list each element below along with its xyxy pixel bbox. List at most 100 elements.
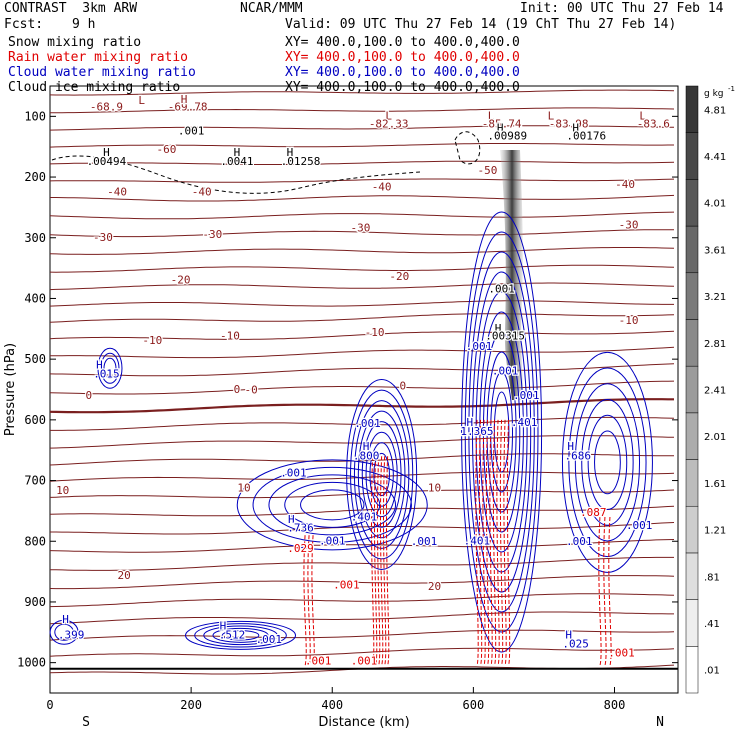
colorbar-swatch [685,599,699,647]
contour-label: .001 [513,389,540,402]
contour-label: H [96,358,103,371]
contour-label: H [567,440,574,453]
cloud-water-contour [357,410,406,539]
rain-water-contour [382,456,387,666]
contour-label: -30 [93,231,113,244]
isotherm-line [49,647,675,657]
cloud-water-contour [236,459,428,551]
contour-label: .00494 [87,155,127,168]
init-time: Init: 00 UTC Thu 27 Feb 14 [520,1,724,16]
rain-water-contour [373,456,378,666]
contour-label: L [639,109,646,122]
legend-snow-name: Snow mixing ratio [8,35,142,50]
contour-label: .001 [255,633,282,646]
isotherm-line [49,313,675,323]
contour-label: -10 [142,334,162,347]
contour-label: .001 [354,417,381,430]
colorbar-unit: g kg [704,89,724,99]
isotherm-line [49,143,674,148]
x-tick-label: 600 [463,698,485,712]
rain-water-contour [608,516,612,666]
y-tick-label: 100 [24,109,46,123]
isotherm-line [49,211,675,220]
contour-label: 20 [117,569,130,582]
cloud-water-contour [581,398,634,526]
isotherm-line [49,556,674,571]
rain-water-contour [503,419,507,666]
contour-label: -30 [202,228,222,241]
cloud-water-contour [350,389,414,560]
cloud-water-contour [486,351,517,513]
contour-label: .800 [353,449,380,462]
cloud-ice-contour [51,155,421,194]
contour-label: H [495,322,502,335]
contour-label: -68.9 [90,100,123,113]
rain-water-contour [598,516,602,666]
contour-label: -40 [615,178,635,191]
contour-label: -82.33 [369,117,409,130]
y-tick-label: 700 [24,474,46,488]
isotherm-lines [49,89,675,675]
colorbar-swatch [685,365,699,414]
isotherm-line [49,575,675,590]
contour-label: -60 [156,143,176,156]
isotherm-line [49,247,675,255]
isotherm-line [49,346,675,359]
contour-label: -10 [365,326,385,339]
legend-cloudice-name: Cloud ice mixing ratio [8,80,181,95]
isotherm-line [49,89,675,96]
cloud-water-contour [373,452,390,497]
contour-label: .001 [608,647,635,660]
isotherm-line [50,194,675,202]
y-tick-label: 200 [24,170,46,184]
colorbar-label: 2.01 [704,432,726,443]
contour-label: -10 [619,314,639,327]
y-tick-label: 400 [24,291,46,305]
isotherm-line [49,489,675,499]
colorbar-label: 2.81 [704,339,726,350]
contour-label: .001 [626,519,653,532]
x-tick-label: 400 [321,698,343,712]
colorbar-swatch [685,505,699,554]
colorbar-label: .81 [704,572,720,583]
contour-label: .087 [580,506,607,519]
colorbar-label: 3.21 [704,292,726,303]
cloud-water-contour [561,351,653,573]
rain-water-contour [492,419,497,666]
x-tick-label: 0 [46,698,53,712]
contour-label: .015 [93,367,120,380]
cloud-water-contour [464,231,539,633]
y-axis-label: Pressure (hPa) [3,343,18,436]
contour-label: H [103,146,110,159]
fcst-label: Fcst: [4,17,44,32]
cloud-water-contour [203,625,278,646]
cloud-water-contour [574,383,641,542]
cloud-water-contour [49,619,79,645]
cloud-water-contour [284,481,381,528]
isotherm-line [49,398,674,414]
cloud-water-contour [587,414,628,510]
contour-label: .0041 [220,155,253,168]
contour-label: .025 [562,637,589,650]
legend-snow-xy: XY= 400.0,100.0 to 400.0,400.0 [285,35,520,50]
contour-label: .001 [466,340,493,353]
contour-label: -50 [478,164,498,177]
colorbar-swatch [685,179,699,227]
contour-label: -40 [192,185,212,198]
mixing-ratio-contours [49,131,678,670]
rain-water-contour [311,535,315,666]
cloud-water-contour [212,627,269,643]
isotherm-line [49,539,675,553]
colorbar-swatch [685,646,699,694]
north-label: N [656,715,664,730]
contour-label: .029 [287,542,314,555]
colorbar-label: 2.41 [704,386,726,397]
colorbar-label: 1.21 [704,526,726,537]
y-tick-label: 600 [24,413,46,427]
rain-water-contour [496,419,500,666]
contour-label: 10 [56,484,69,497]
contour-label: H [220,619,227,632]
contour-label: H [287,146,294,159]
center-label: NCAR/MMM [240,1,303,16]
cloud-water-contour [490,371,513,493]
